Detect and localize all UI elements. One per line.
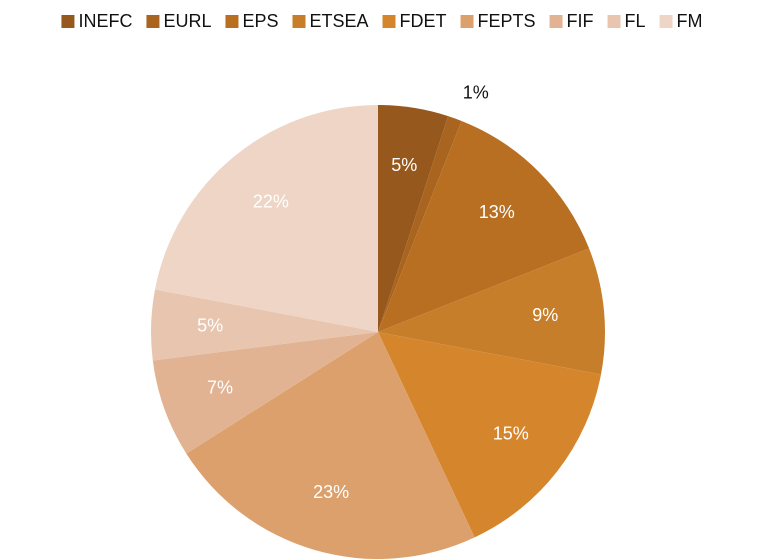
pie-slice	[378, 120, 590, 332]
data-label: 1%	[463, 83, 489, 103]
legend-swatch	[659, 15, 673, 28]
pie-slice	[155, 105, 378, 332]
legend-swatch	[549, 15, 563, 28]
legend-label: FM	[677, 11, 703, 31]
data-label: 22%	[253, 191, 289, 211]
data-label: 5%	[197, 315, 223, 335]
pie-slice	[378, 332, 601, 538]
legend-swatch	[382, 15, 396, 28]
legend-label: ETSEA	[309, 11, 368, 31]
data-label: 5%	[391, 155, 417, 175]
data-label: 7%	[207, 378, 233, 398]
legend-label: FIF	[567, 11, 594, 31]
data-label: 9%	[532, 305, 558, 325]
pie-slice	[378, 248, 605, 375]
pie-slice	[152, 332, 378, 454]
legend-label: INEFC	[78, 11, 132, 31]
pie-slice	[378, 105, 449, 332]
legend-label: EPS	[242, 11, 278, 31]
legend-swatch	[460, 15, 474, 28]
legend-label: EURL	[163, 11, 211, 31]
legend-label: FEPTS	[478, 11, 536, 31]
legend: INEFC EURL EPS ETSEA FDET FEPTS FIF FL FM	[61, 11, 703, 31]
legend-label: FDET	[400, 11, 447, 31]
legend-swatch	[61, 15, 75, 28]
legend-swatch	[607, 15, 621, 28]
data-label: 15%	[493, 424, 529, 444]
pie-slice	[151, 289, 378, 361]
pie-slice	[378, 116, 462, 332]
legend-swatch	[225, 15, 239, 28]
legend-swatch	[292, 15, 306, 28]
legend-swatch	[146, 15, 160, 28]
legend-label: FL	[625, 11, 646, 31]
data-label: 23%	[313, 482, 349, 502]
pie-slice	[186, 332, 475, 559]
data-label: 13%	[479, 202, 515, 222]
